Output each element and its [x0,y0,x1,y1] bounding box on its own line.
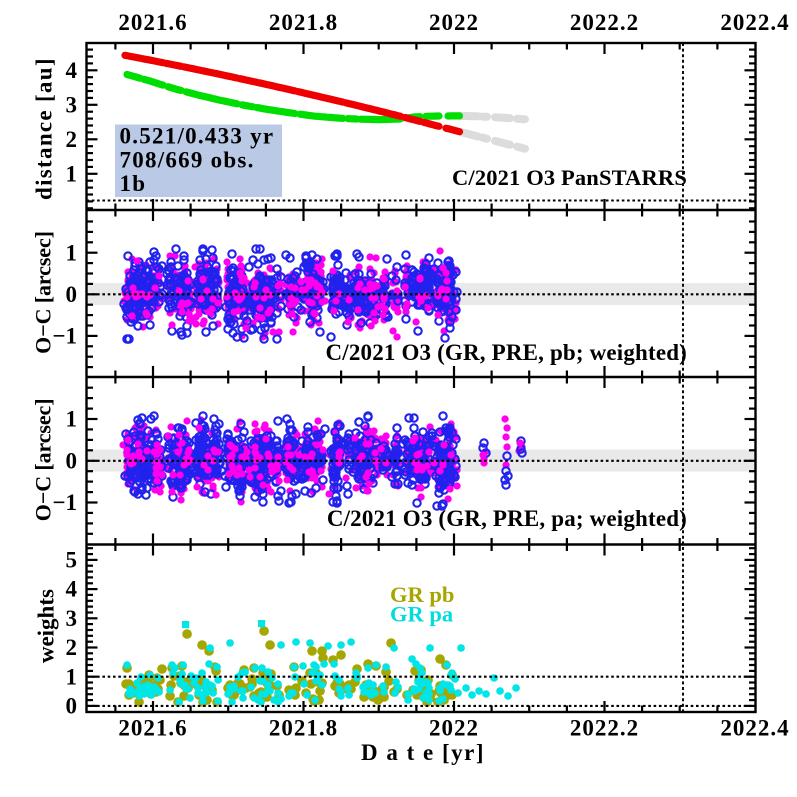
svg-text:0: 0 [66,448,78,473]
svg-text:2021.6: 2021.6 [118,10,187,35]
svg-text:2021.8: 2021.8 [269,716,338,741]
svg-text:0: 0 [66,282,78,307]
svg-text:3: 3 [66,92,78,117]
svg-text:2022.4: 2022.4 [720,716,789,741]
svg-text:2021.6: 2021.6 [118,716,187,741]
svg-text:1: 1 [66,664,78,689]
svg-text:GR pa: GR pa [390,601,453,626]
svg-text:3: 3 [66,606,78,631]
svg-text:0.521/0.433 yr: 0.521/0.433 yr [120,124,275,149]
svg-text:weights: weights [34,589,59,663]
svg-text:708/669 obs.: 708/669 obs. [120,147,255,172]
svg-text:2022: 2022 [429,716,479,741]
svg-text:1: 1 [66,407,78,432]
svg-text:O−C [arcsec]: O−C [arcsec] [31,231,56,354]
svg-text:−1: −1 [52,490,77,515]
svg-text:4: 4 [66,577,78,602]
svg-text:5: 5 [66,548,78,573]
svg-text:1: 1 [66,161,78,186]
svg-text:2: 2 [66,635,78,660]
svg-text:GR pb: GR pb [390,582,454,607]
svg-text:O−C [arcsec]: O−C [arcsec] [31,399,56,522]
svg-text:2: 2 [66,127,78,152]
svg-text:C/2021 O3 PanSTARRS: C/2021 O3 PanSTARRS [452,165,687,190]
svg-text:−1: −1 [52,324,77,349]
svg-text:0: 0 [66,694,78,719]
svg-text:2021.8: 2021.8 [269,10,338,35]
svg-text:1: 1 [66,240,78,265]
svg-text:2022.2: 2022.2 [570,716,639,741]
svg-text:D a t e [yr]: D a t e [yr] [361,740,485,765]
svg-text:1b: 1b [120,171,147,196]
svg-text:distance [au]: distance [au] [32,57,57,200]
svg-text:2022: 2022 [429,10,479,35]
svg-text:2022.4: 2022.4 [720,10,789,35]
svg-text:2022.2: 2022.2 [570,10,639,35]
svg-text:4: 4 [66,58,78,83]
svg-text:C/2021 O3 (GR, PRE, pb; weight: C/2021 O3 (GR, PRE, pb; weighted) [326,340,687,365]
svg-text:C/2021 O3 (GR, PRE, pa; weight: C/2021 O3 (GR, PRE, pa; weighted) [327,506,687,531]
